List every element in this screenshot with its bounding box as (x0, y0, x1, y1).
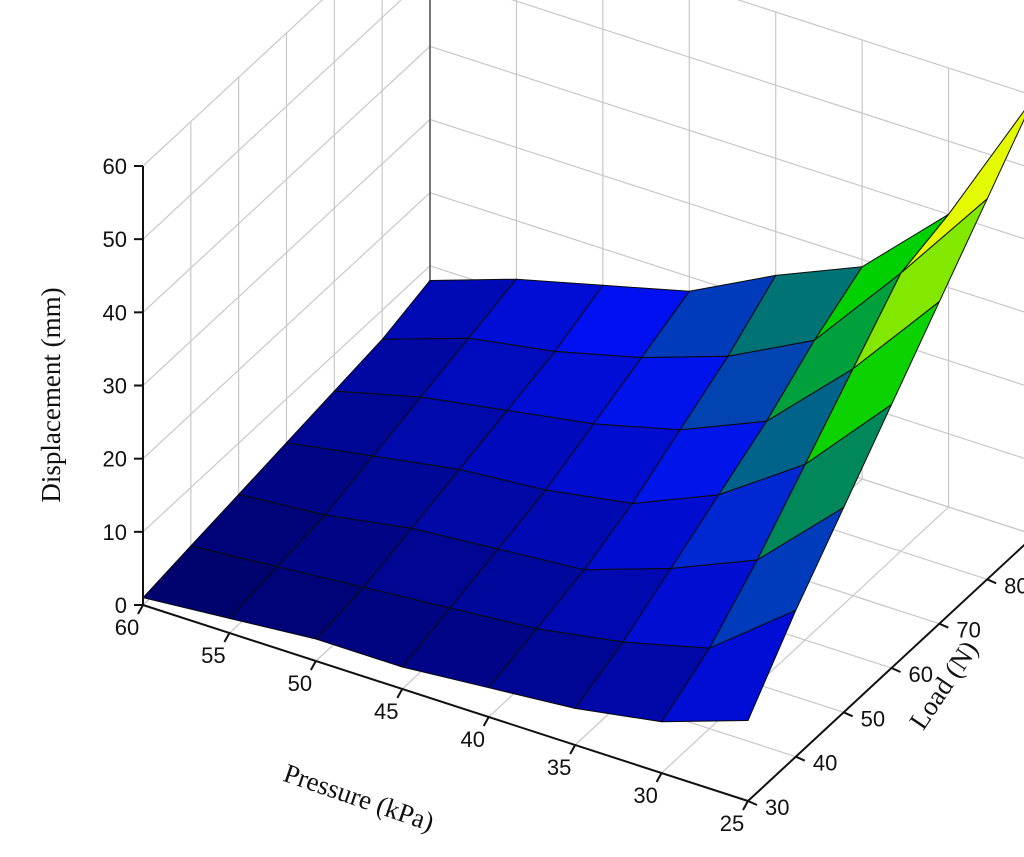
z-tick-label: 20 (103, 447, 127, 472)
x-tick (396, 688, 404, 699)
z-tick-label: 50 (103, 227, 127, 252)
x-axis-title: Pressure (kPa) (280, 758, 438, 837)
x-tick-label: 35 (547, 755, 571, 780)
x-axis-line (142, 604, 749, 802)
x-tick-label: 50 (288, 671, 312, 696)
z-axis-title: Displacement (mm) (36, 287, 66, 502)
grid-line (142, 0, 323, 167)
y-tick-label: 50 (861, 706, 885, 731)
axis-layer: 0 10 20 30 40 50 60 60 55 50 45 40 35 30 25 30 40 50 60 70 8… (103, 154, 1024, 836)
y-tick-label: 70 (956, 618, 980, 643)
x-tick-label: 25 (720, 811, 744, 836)
x-tick (309, 660, 317, 671)
y-tick (843, 711, 854, 718)
grid-line (142, 265, 431, 533)
grid-line (142, 45, 431, 313)
x-tick (482, 716, 490, 727)
grid-line (736, 0, 1024, 94)
y-tick (986, 578, 997, 585)
y-tick-label: 60 (909, 662, 933, 687)
y-tick-label: 80 (1004, 573, 1024, 598)
grid-line (142, 0, 402, 240)
z-tick-label: 30 (103, 374, 127, 399)
y-tick (747, 800, 758, 806)
x-tick (655, 772, 663, 783)
y-tick (795, 755, 806, 762)
surface-layer (142, 110, 1024, 723)
y-tick (938, 622, 949, 629)
x-tick (137, 604, 144, 615)
x-tick-label: 55 (201, 643, 225, 668)
x-tick (569, 744, 577, 755)
x-tick-label: 30 (633, 783, 657, 808)
x-tick-label: 40 (460, 727, 484, 752)
y-tick (891, 667, 901, 673)
z-tick-label: 10 (103, 520, 127, 545)
grid-line (429, 45, 1024, 240)
y-tick-label: 30 (765, 795, 789, 820)
x-tick-label: 60 (115, 615, 139, 640)
z-tick-label: 40 (103, 300, 127, 325)
z-tick-label: 0 (115, 593, 127, 618)
grid-line (142, 192, 431, 460)
grid-line (510, 0, 1024, 167)
y-tick-label: 40 (813, 751, 837, 776)
x-tick (223, 632, 231, 643)
z-tick-label: 60 (103, 154, 127, 179)
grid-line (142, 119, 431, 386)
x-tick (742, 800, 749, 811)
x-tick-label: 45 (374, 699, 398, 724)
surface-cell (574, 641, 710, 723)
